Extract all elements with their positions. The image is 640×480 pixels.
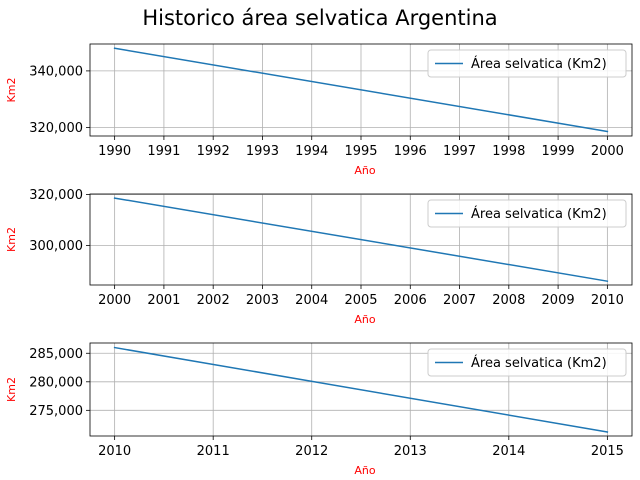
x-tick-label: 2001 [147,293,180,308]
x-tick-label: 1992 [197,144,230,159]
x-tick-label: 1994 [295,144,328,159]
x-tick-label: 2010 [98,444,131,459]
y-tick-label: 275,000 [29,404,83,419]
x-tick-label: 2007 [443,293,476,308]
x-axis-label: Año [354,464,375,477]
x-tick-label: 1991 [147,144,180,159]
y-tick-label: 300,000 [29,239,83,254]
x-tick-label: 2013 [394,444,427,459]
y-tick-label: 320,000 [29,188,83,203]
x-tick-label: 1999 [542,144,575,159]
y-axis-label: Km2 [5,227,18,252]
legend-box [427,348,627,377]
x-axis-label: Año [354,313,375,326]
x-tick-label: 2008 [492,293,525,308]
subplot-2: 2000 2001 2002 2003 2004 2005 2006 2007 2008 2009… [5,188,633,326]
legend-box [427,49,627,78]
x-tick-label: 1995 [344,144,377,159]
subplot-3: 2010 2011 2012 2013 2014 2015 275,000 280,000 28… [5,342,633,477]
x-tick-label: 2015 [591,444,624,459]
x-tick-label: 2006 [394,293,427,308]
legend: Área selvatica (Km2) [427,348,627,377]
figure-title: Historico área selvatica Argentina [142,6,498,30]
x-tick-label: 2012 [295,444,328,459]
y-tick-label: 285,000 [29,347,83,362]
legend-label: Área selvatica (Km2) [471,56,607,72]
y-tick-label: 280,000 [29,375,83,390]
x-tick-label: 2014 [492,444,525,459]
x-tick-label: 2011 [197,444,230,459]
x-tick-label: 2005 [344,293,377,308]
y-tick-label: 340,000 [29,64,83,79]
x-tick-label: 1998 [492,144,525,159]
x-tick-label: 2000 [591,144,624,159]
legend-label: Área selvatica (Km2) [471,355,607,371]
y-axis-label: Km2 [5,78,18,103]
x-tick-label: 2009 [542,293,575,308]
series-line-1 [113,197,609,283]
legend-label: Área selvatica (Km2) [471,206,607,222]
legend: Área selvatica (Km2) [427,199,627,228]
x-tick-label: 2000 [98,293,131,308]
series-line-1 [113,346,609,433]
x-axis-label: Año [354,164,375,177]
x-tick-label: 1997 [443,144,476,159]
series-line-1 [113,47,609,133]
x-tick-label: 2003 [246,293,279,308]
subplot-1: 1990 1991 1992 1993 1994 1995 1996 1997 1998 1999… [5,43,633,177]
x-tick-label: 2002 [197,293,230,308]
x-tick-label: 1993 [246,144,279,159]
x-tick-label: 1990 [98,144,131,159]
y-tick-label: 320,000 [29,121,83,136]
x-tick-label: 1996 [394,144,427,159]
x-tick-label: 2010 [591,293,624,308]
legend-box [427,199,627,228]
y-axis-label: Km2 [5,377,18,402]
legend: Área selvatica (Km2) [427,49,627,78]
axes-frame [89,342,633,437]
x-tick-label: 2004 [295,293,328,308]
